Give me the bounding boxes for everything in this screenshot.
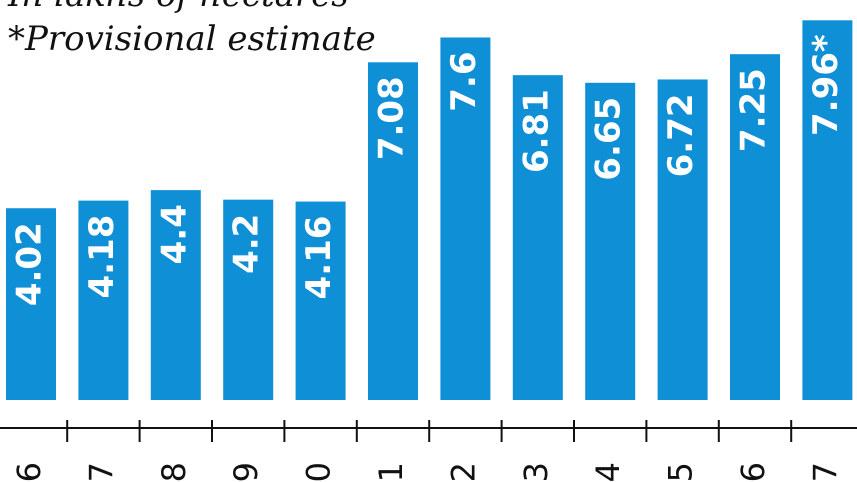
x-tick-label: 06 — [10, 462, 48, 482]
value-label: 4.02 — [10, 222, 50, 306]
value-label: 7.08 — [372, 76, 412, 160]
x-tick-label: 07 — [82, 462, 120, 482]
x-tick-label: 10 — [300, 462, 338, 482]
bar — [78, 200, 129, 400]
x-tick-label: 16 — [734, 462, 772, 482]
value-label: 4.4 — [154, 204, 194, 264]
bar — [657, 79, 708, 401]
bar — [6, 208, 56, 400]
x-tick-label: 09 — [227, 462, 265, 482]
x-tick-label: 17 — [806, 462, 844, 482]
x-tick-label: 13 — [517, 462, 555, 482]
bar — [368, 62, 418, 401]
value-label: 7.25 — [734, 68, 774, 152]
bar — [150, 190, 201, 400]
value-label: 7.96* — [806, 34, 846, 136]
x-tick-label: 12 — [444, 462, 482, 482]
value-label: 4.18 — [82, 215, 122, 299]
bar — [730, 54, 780, 401]
bar — [512, 75, 563, 401]
value-label: 6.81 — [516, 89, 556, 173]
bar — [585, 82, 636, 401]
value-label: 4.16 — [299, 216, 339, 300]
x-tick-label: 15 — [662, 462, 700, 482]
bar — [802, 20, 853, 400]
bar — [440, 37, 491, 400]
value-label: 4.2 — [227, 214, 267, 274]
x-tick-label: 14 — [589, 462, 627, 482]
bar — [223, 199, 274, 400]
chart-subtitle: *Provisional estimate — [8, 19, 376, 59]
x-tick-label: 08 — [155, 462, 193, 482]
x-tick-label: 11 — [372, 462, 410, 482]
value-label: 7.6 — [444, 51, 484, 111]
chart-title: In lakhs of hectares — [7, 0, 349, 15]
value-label: 6.65 — [589, 97, 629, 181]
value-label: 6.72 — [661, 93, 701, 177]
bar — [295, 201, 346, 400]
